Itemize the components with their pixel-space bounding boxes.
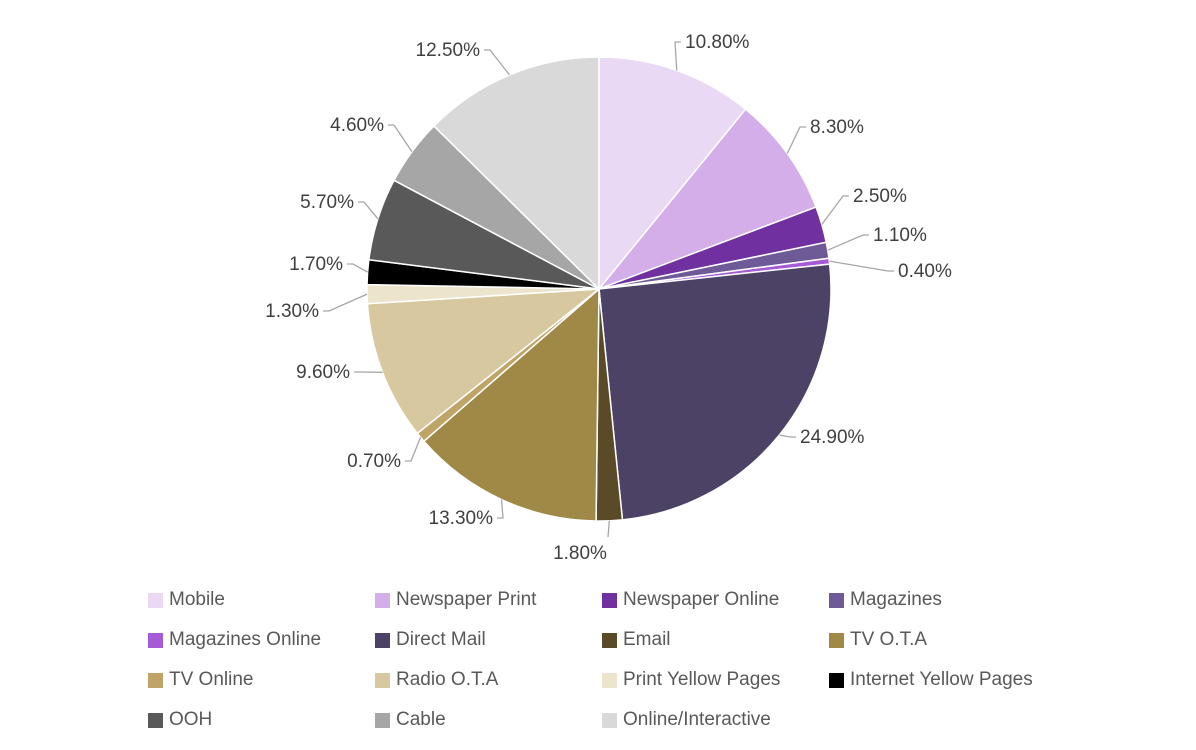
legend-item-online-interactive: Online/Interactive bbox=[602, 706, 771, 734]
legend-label: Online/Interactive bbox=[623, 709, 771, 730]
data-label-magazines-online: 0.40% bbox=[898, 261, 952, 282]
leader-line-tv-online bbox=[405, 437, 422, 462]
leader-lines bbox=[323, 41, 894, 538]
legend-label: Newspaper Online bbox=[623, 589, 780, 610]
legend-label: TV O.T.A bbox=[850, 629, 928, 650]
pie-slice-direct-mail bbox=[598, 263, 832, 521]
legend-swatch bbox=[829, 632, 844, 648]
legend-item-mobile: Mobile bbox=[148, 586, 225, 614]
legend-label: Newspaper Print bbox=[396, 589, 537, 610]
legend-item-tv-online: TV Online bbox=[148, 666, 253, 694]
legend-swatch bbox=[375, 592, 390, 608]
leader-line-online-interactive bbox=[484, 49, 511, 76]
legend-swatch bbox=[602, 672, 617, 688]
leader-line-newspaper-online bbox=[821, 195, 849, 225]
leader-line-print-yellow-pages bbox=[323, 293, 368, 312]
pie-slice-mobile bbox=[598, 56, 747, 292]
data-label-internet-yellow-pages: 1.70% bbox=[289, 254, 343, 275]
leader-line-newspaper-print bbox=[786, 126, 806, 154]
legend-swatch bbox=[148, 712, 163, 728]
legend-item-radio-o-t-a: Radio O.T.A bbox=[375, 666, 498, 694]
legend-swatch bbox=[375, 632, 390, 648]
legend-label: Direct Mail bbox=[396, 629, 486, 650]
legend-swatch bbox=[148, 672, 163, 688]
data-label-mobile: 10.80% bbox=[685, 32, 750, 53]
legend-label: Internet Yellow Pages bbox=[850, 669, 1033, 690]
data-label-ooh: 5.70% bbox=[300, 192, 354, 213]
leader-line-cable bbox=[388, 124, 413, 153]
legend-item-email: Email bbox=[602, 626, 671, 654]
legend-item-magazines-online: Magazines Online bbox=[148, 626, 321, 654]
legend-label: Email bbox=[623, 629, 671, 650]
legend-label: Mobile bbox=[169, 589, 225, 610]
legend-item-direct-mail: Direct Mail bbox=[375, 626, 486, 654]
leader-line-direct-mail bbox=[779, 434, 796, 438]
leader-line-email bbox=[607, 520, 610, 538]
data-label-tv-online: 0.70% bbox=[347, 451, 401, 472]
legend-label: TV Online bbox=[169, 669, 254, 690]
legend-label: Magazines Online bbox=[169, 629, 322, 650]
legend-item-internet-yellow-pages: Internet Yellow Pages bbox=[829, 666, 1033, 694]
pie-slice-online-interactive bbox=[432, 56, 600, 291]
data-label-newspaper-print: 8.30% bbox=[810, 117, 864, 138]
data-label-newspaper-online: 2.50% bbox=[853, 186, 907, 207]
data-label-tv-o-t-a: 13.30% bbox=[429, 508, 494, 529]
legend-swatch bbox=[829, 672, 844, 688]
data-label-cable: 4.60% bbox=[330, 115, 384, 136]
pie-slices bbox=[366, 56, 832, 522]
legend-label: Cable bbox=[396, 709, 446, 730]
legend-label: OOH bbox=[169, 709, 213, 730]
legend-item-cable: Cable bbox=[375, 706, 446, 734]
legend-swatch bbox=[602, 592, 617, 608]
legend-swatch bbox=[602, 712, 617, 728]
legend-swatch bbox=[148, 632, 163, 648]
legend-item-ooh: OOH bbox=[148, 706, 212, 734]
legend-item-magazines: Magazines bbox=[829, 586, 942, 614]
legend-swatch bbox=[829, 592, 844, 608]
legend-item-tv-o-t-a: TV O.T.A bbox=[829, 626, 927, 654]
data-label-direct-mail: 24.90% bbox=[800, 427, 865, 448]
legend-item-newspaper-print: Newspaper Print bbox=[375, 586, 536, 614]
data-labels: 10.80% 8.30% 2.50% 1.10% 0.40% 24.90% 1.80% 13.… bbox=[265, 32, 952, 564]
legend-swatch bbox=[148, 592, 163, 608]
legend-item-newspaper-online: Newspaper Online bbox=[602, 586, 779, 614]
legend-swatch bbox=[375, 712, 390, 728]
leader-line-magazines-online bbox=[829, 260, 894, 272]
legend-label: Radio O.T.A bbox=[396, 669, 499, 690]
data-label-magazines: 1.10% bbox=[873, 225, 927, 246]
leader-line-tv-o-t-a bbox=[497, 499, 504, 519]
data-label-radio-o-t-a: 9.60% bbox=[296, 362, 350, 383]
data-label-online-interactive: 12.50% bbox=[416, 40, 481, 61]
data-label-email: 1.80% bbox=[553, 543, 607, 564]
leader-line-magazines bbox=[827, 234, 869, 251]
legend-item-print-yellow-pages: Print Yellow Pages bbox=[602, 666, 780, 694]
legend-label: Magazines bbox=[850, 589, 942, 610]
leader-line-internet-yellow-pages bbox=[347, 263, 368, 273]
leader-line-mobile bbox=[674, 41, 681, 71]
legend-swatch bbox=[602, 632, 617, 648]
leader-line-ooh bbox=[358, 201, 379, 220]
data-label-print-yellow-pages: 1.30% bbox=[265, 301, 319, 322]
legend-label: Print Yellow Pages bbox=[623, 669, 781, 690]
legend-swatch bbox=[375, 672, 390, 688]
